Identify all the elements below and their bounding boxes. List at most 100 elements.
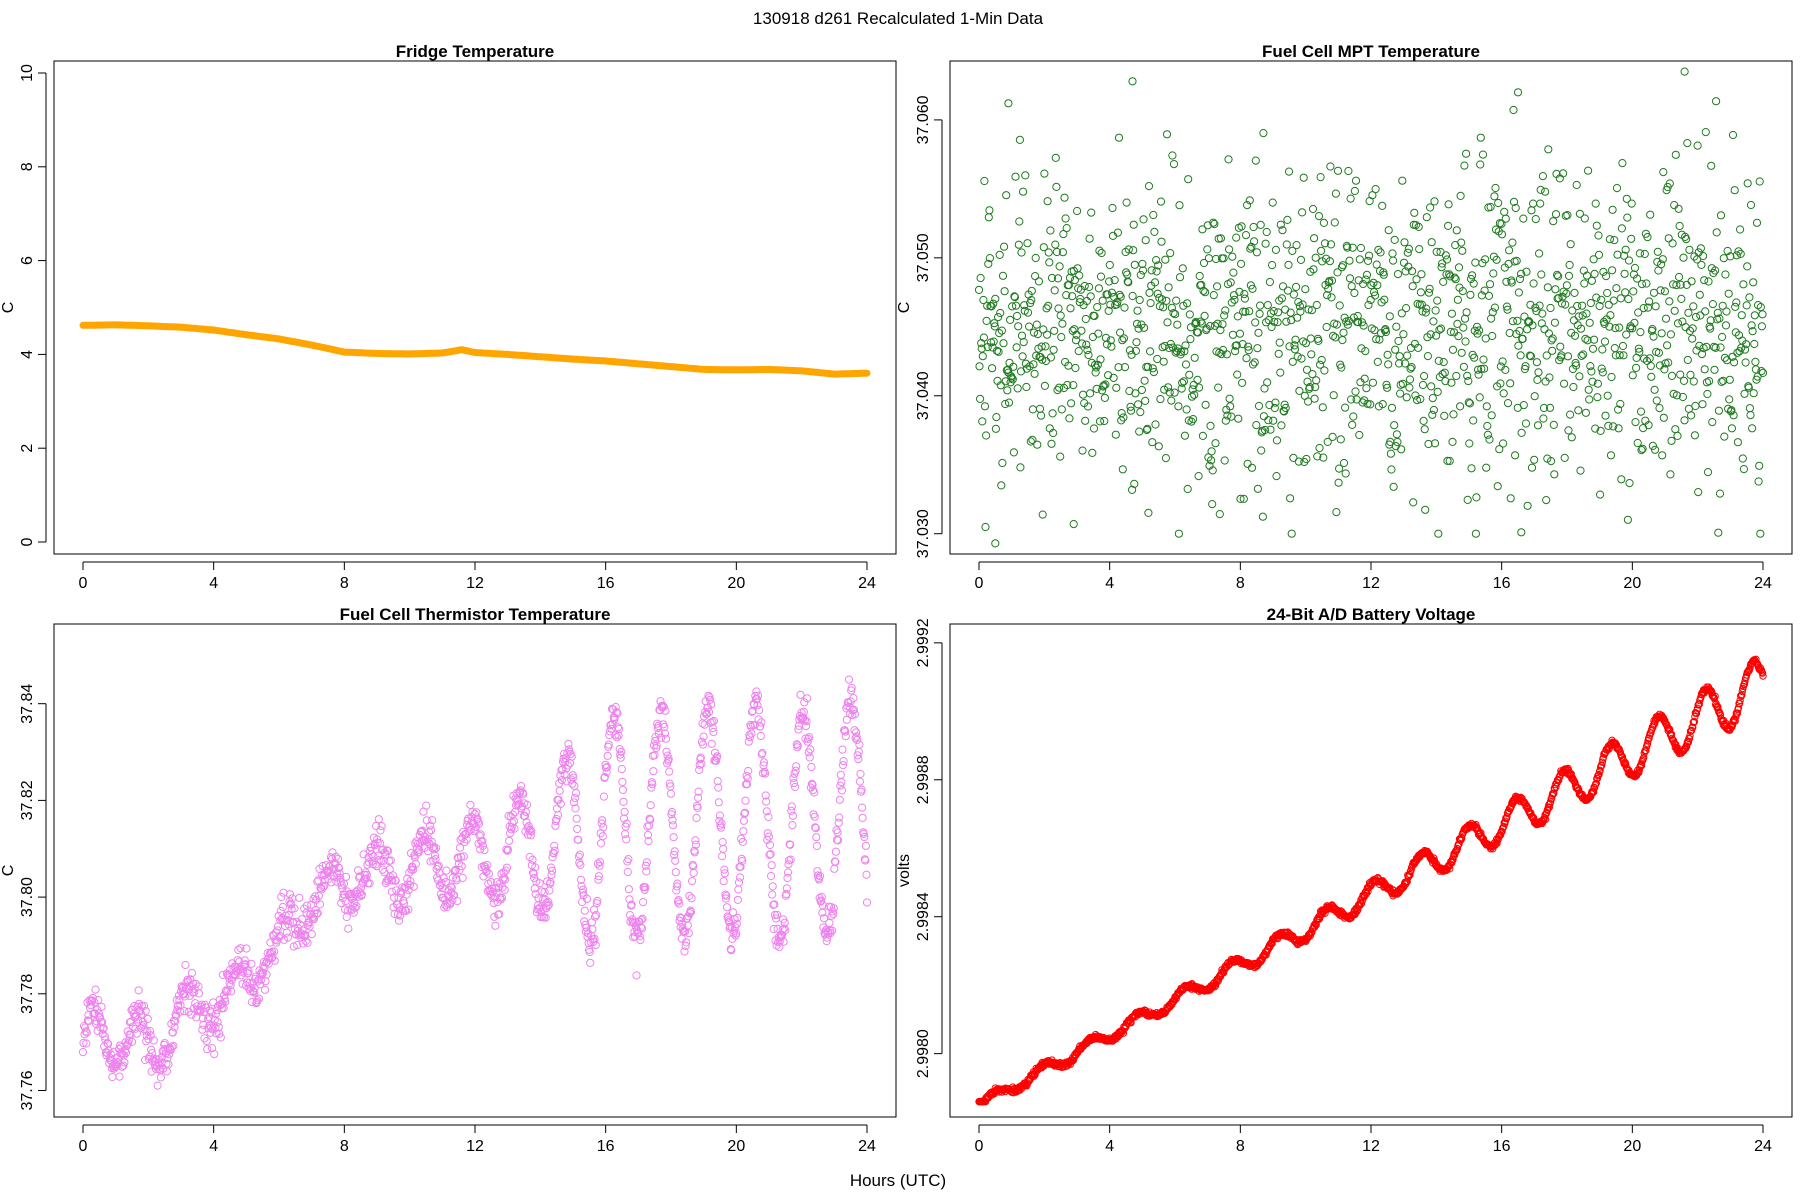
mpt-temperature-point xyxy=(1488,331,1497,341)
mpt-temperature-point xyxy=(1284,167,1294,176)
mpt-temperature-point xyxy=(1338,336,1347,345)
mpt-temperature-point xyxy=(1270,317,1279,326)
mpt-temperature-point xyxy=(1249,222,1258,232)
thermistor-point xyxy=(99,1024,108,1033)
thermistor-point xyxy=(612,708,621,717)
mpt-temperature-point xyxy=(1475,326,1484,335)
thermistor-x-axis: 0 4 8 12 16 20 24 xyxy=(79,1124,876,1155)
thermistor-point xyxy=(704,708,714,717)
battery-x-tick-label: 12 xyxy=(1362,1138,1380,1155)
mpt-temperature-point xyxy=(1069,381,1078,390)
mpt-temperature-point xyxy=(1305,383,1314,392)
battery-point xyxy=(1735,699,1744,708)
thermistor-point xyxy=(753,691,763,700)
thermistor-point xyxy=(585,947,594,957)
mpt-temperature-point xyxy=(1627,199,1636,208)
mpt-temperature-point xyxy=(1254,328,1263,337)
mpt-temperature-point xyxy=(1140,376,1149,385)
mpt-temperature-point xyxy=(1389,482,1398,491)
mpt-temperature-point xyxy=(1717,377,1726,386)
mpt-temperature-point xyxy=(1450,273,1459,282)
fridge-x-tick-label: 4 xyxy=(209,575,218,592)
mpt-temperature-point xyxy=(1752,218,1762,227)
thermistor-point xyxy=(834,836,843,845)
thermistor-point xyxy=(169,1041,178,1051)
thermistor-point xyxy=(759,758,769,767)
mpt-temperature-point xyxy=(1019,187,1028,196)
mpt-temperature-point xyxy=(1696,244,1706,253)
thermistor-point xyxy=(552,814,561,824)
mpt-temperature-point xyxy=(1292,241,1301,250)
mpt-temperature-point xyxy=(1286,494,1295,503)
mpt-temperature-point xyxy=(1222,350,1232,359)
mpt-temperature-point xyxy=(1261,239,1270,248)
mpt-temperature-point xyxy=(1062,291,1071,300)
thermistor-point xyxy=(422,801,431,810)
mpt-temperature-point xyxy=(1096,272,1106,281)
mpt-temperature-point xyxy=(979,333,989,342)
battery-x-tick-label: 0 xyxy=(975,1138,984,1155)
mpt-temperature-point xyxy=(1651,302,1660,311)
mpt-temperature-point xyxy=(1538,309,1547,318)
battery-point xyxy=(1731,717,1739,725)
thermistor-point xyxy=(244,967,253,976)
thermistor-point xyxy=(174,991,183,1000)
mpt-temperature-point xyxy=(1547,457,1556,466)
thermistor-point xyxy=(187,968,197,978)
mpt-temperature-point xyxy=(1297,354,1306,363)
mpt-temperature-point xyxy=(1190,390,1199,399)
mpt-temperature-point xyxy=(1539,403,1549,413)
mpt-temperature-point xyxy=(1391,345,1400,354)
mpt-temperature-point xyxy=(1395,352,1404,361)
thermistor-point xyxy=(674,899,684,908)
mpt-temperature-point xyxy=(1568,306,1577,315)
battery-point xyxy=(1211,982,1219,991)
mpt-temperature-point xyxy=(1235,287,1244,296)
thermistor-point xyxy=(712,756,721,765)
mpt-temperature-point xyxy=(1707,161,1716,170)
mpt-temperature-point xyxy=(1630,318,1639,327)
mpt-temperature-point xyxy=(1725,375,1734,384)
mpt-temperature-point xyxy=(1574,312,1583,321)
mpt-temperature-point xyxy=(1301,285,1310,294)
mpt-temperature-point xyxy=(1017,248,1026,257)
thermistor-y-tick-label: 37.84 xyxy=(19,684,36,724)
thermistor-point xyxy=(384,846,393,856)
thermistor-point xyxy=(390,909,399,919)
mpt-temperature-point xyxy=(1501,214,1510,223)
mpt-temperature-point xyxy=(1092,363,1101,372)
thermistor-point xyxy=(601,763,611,772)
mpt-y-axis-label: C xyxy=(896,302,913,314)
mpt-temperature-point xyxy=(1497,219,1506,228)
mpt-temperature-point xyxy=(1693,141,1702,150)
mpt-temperature-point xyxy=(1370,326,1379,335)
mpt-temperature-point xyxy=(1542,351,1551,360)
mpt-temperature-point xyxy=(1271,245,1281,254)
mpt-temperature-point xyxy=(1671,150,1680,159)
mpt-temperature-point xyxy=(1162,130,1172,139)
mpt-temperature-point xyxy=(1101,380,1110,389)
thermistor-point xyxy=(535,879,544,888)
mpt-temperature-point xyxy=(1580,279,1589,288)
thermistor-point xyxy=(433,862,442,871)
thermistor-point xyxy=(164,1060,173,1069)
thermistor-point xyxy=(765,850,774,859)
thermistor-point xyxy=(855,777,865,786)
thermistor-point xyxy=(560,770,569,779)
mpt-temperature-point xyxy=(1182,405,1191,414)
thermistor-point xyxy=(357,890,366,899)
mpt-temperature-point xyxy=(1682,235,1691,244)
mpt-temperature-point xyxy=(1181,360,1191,369)
mpt-temperature-point xyxy=(1309,265,1318,274)
mpt-temperature-point xyxy=(1746,200,1756,210)
mpt-temperature-point xyxy=(1576,324,1586,333)
mpt-temperature-point xyxy=(1657,260,1666,269)
mpt-temperature-point xyxy=(1742,340,1751,349)
thermistor-point xyxy=(402,906,411,916)
mpt-temperature-point xyxy=(1671,425,1680,434)
thermistor-point xyxy=(588,925,597,934)
mpt-temperature-point xyxy=(1227,298,1236,307)
mpt-x-tick-label: 0 xyxy=(975,575,984,592)
thermistor-point xyxy=(78,1048,88,1057)
